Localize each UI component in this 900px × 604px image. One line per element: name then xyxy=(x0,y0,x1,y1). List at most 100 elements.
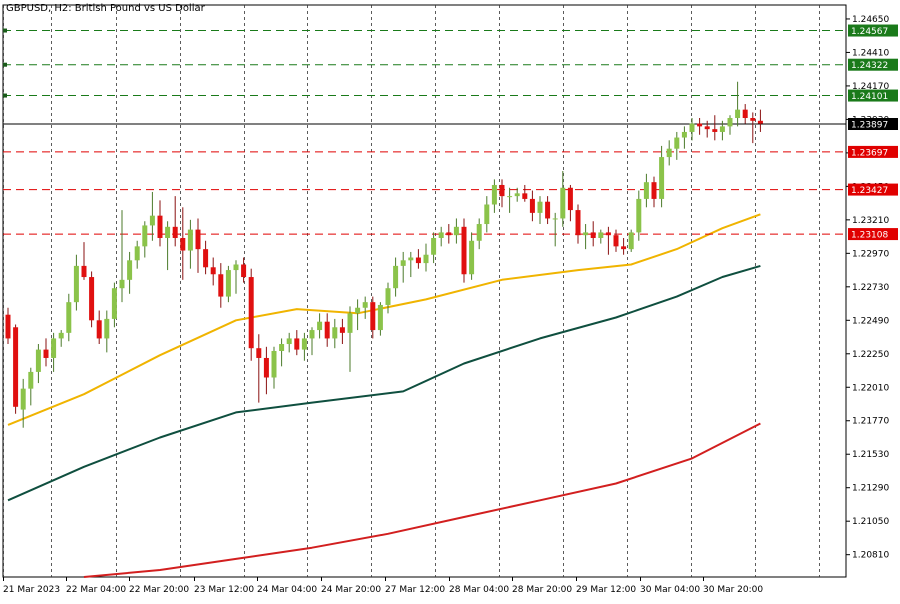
level-price-label-bg xyxy=(848,183,898,196)
candle-body-bearish xyxy=(324,321,330,339)
candle-body-bullish xyxy=(20,388,26,410)
time-tick-label: 22 Mar 20:00 xyxy=(129,585,189,595)
level-price-label-bg xyxy=(848,145,898,158)
candle-body-bullish xyxy=(453,226,459,236)
time-tick-label: 29 Mar 12:00 xyxy=(576,585,636,595)
candle-body-bullish xyxy=(28,371,34,389)
candle-body-bearish xyxy=(5,314,11,339)
candle-body-bullish xyxy=(666,148,672,158)
candle-body-bullish xyxy=(58,332,64,339)
candle-body-bullish xyxy=(149,215,155,226)
candle-body-bullish xyxy=(233,264,239,271)
candle-body-bullish xyxy=(514,193,520,197)
candle-body-bullish xyxy=(332,327,338,339)
candle-body-bearish xyxy=(697,123,703,127)
candle-body-bullish xyxy=(598,232,604,238)
candle-body-bullish xyxy=(507,196,513,198)
chart-title: GBPUSD, H2: British Pound vs US Dollar xyxy=(6,3,205,14)
candle-body-bullish xyxy=(636,198,642,233)
candle-body-bearish xyxy=(567,187,573,211)
candle-body-bullish xyxy=(127,260,133,280)
candle-body-bearish xyxy=(545,201,551,219)
candle-body-bullish xyxy=(51,338,57,358)
time-tick-label: 21 Mar 2023 xyxy=(3,585,60,595)
price-tick-label: 1.21050 xyxy=(852,517,889,527)
candle-body-bearish xyxy=(461,226,467,275)
moving-average-mid-line xyxy=(7,264,761,502)
candle-body-bullish xyxy=(469,240,475,275)
candle-body-bearish xyxy=(81,265,87,278)
level-anchor-marker[interactable] xyxy=(3,93,7,98)
candle-body-bullish xyxy=(408,257,414,261)
candle-body-bearish xyxy=(621,246,627,250)
candle-body-bullish xyxy=(719,126,725,132)
candle-body-bullish xyxy=(674,137,680,149)
current-price-label-bg xyxy=(848,118,898,131)
candle-body-bearish xyxy=(294,338,300,350)
candle-body-bearish xyxy=(248,277,254,349)
time-tick-label: 24 Mar 20:00 xyxy=(321,585,381,595)
candle-body-bearish xyxy=(96,320,102,339)
current-price-label: 1.23897 xyxy=(851,121,888,131)
candle-body-bullish xyxy=(727,118,733,127)
candle-body-bullish xyxy=(491,184,497,205)
candle-body-bearish xyxy=(172,226,178,238)
candle-body-bearish xyxy=(590,232,596,238)
candle-body-bullish xyxy=(286,338,292,345)
candle-body-bearish xyxy=(256,348,262,358)
candle-body-bearish xyxy=(757,120,763,124)
price-tick-label: 1.22490 xyxy=(852,316,889,326)
price-tick-label: 1.22250 xyxy=(852,350,889,360)
candle-body-bullish xyxy=(681,131,687,138)
candle-body-bullish xyxy=(225,270,231,297)
candle-body-bearish xyxy=(195,229,201,250)
candle-body-bullish xyxy=(347,313,353,333)
candle-body-bullish xyxy=(400,260,406,266)
candle-body-bullish xyxy=(134,246,140,261)
level-price-label: 1.23427 xyxy=(851,186,888,196)
level-anchor-marker[interactable] xyxy=(3,28,7,33)
candle-body-bearish xyxy=(180,237,186,251)
level-anchor-marker[interactable] xyxy=(3,62,7,67)
candle-body-bullish xyxy=(552,218,558,220)
candle-body-bearish xyxy=(575,210,581,236)
candle-body-bearish xyxy=(415,257,421,264)
candle-body-bullish xyxy=(66,302,72,333)
candle-body-bearish xyxy=(712,129,718,132)
candle-body-bearish xyxy=(339,327,345,333)
time-tick-label: 24 Mar 04:00 xyxy=(257,585,317,595)
level-price-label-bg xyxy=(848,24,898,37)
candle-body-bearish xyxy=(613,235,619,247)
level-price-label-bg xyxy=(848,228,898,241)
price-tick-label: 1.21530 xyxy=(852,450,889,460)
candle-body-bullish xyxy=(689,123,695,132)
candle-body-bullish xyxy=(165,226,171,238)
candle-body-bearish xyxy=(499,184,505,197)
candle-body-bullish xyxy=(362,302,368,308)
candle-body-bearish xyxy=(210,267,216,275)
price-tick-label: 1.22970 xyxy=(852,249,889,259)
candle-body-bearish xyxy=(203,249,209,268)
candle-body-bearish xyxy=(218,274,224,297)
candle-body-bullish xyxy=(355,307,361,314)
candle-body-bullish xyxy=(119,279,125,289)
price-tick-label: 1.24650 xyxy=(852,15,889,25)
candle-body-bullish xyxy=(35,349,41,372)
candle-body-bearish xyxy=(241,264,247,278)
moving-average-fast-line xyxy=(7,213,761,426)
candle-body-bearish xyxy=(446,232,452,236)
price-tick-label: 1.21290 xyxy=(852,484,889,494)
candle-body-bullish xyxy=(659,157,665,199)
price-tick-label: 1.24170 xyxy=(852,82,889,92)
candle-body-bullish xyxy=(271,350,277,378)
candle-body-bullish xyxy=(628,232,634,250)
candle-body-bullish xyxy=(537,201,543,213)
candle-body-bearish xyxy=(529,198,535,213)
price-tick-label: 1.24410 xyxy=(852,48,889,58)
level-price-label: 1.23697 xyxy=(851,148,888,158)
candle-body-bullish xyxy=(187,229,193,251)
price-tick-label: 1.22010 xyxy=(852,383,889,393)
time-tick-label: 23 Mar 12:00 xyxy=(194,585,254,595)
